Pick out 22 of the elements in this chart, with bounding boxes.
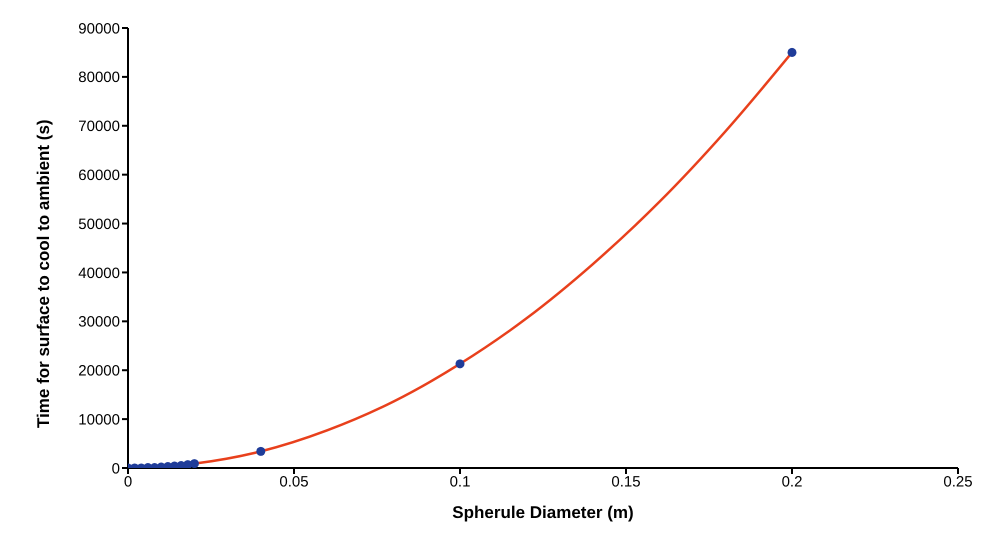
y-tick-label: 30000 [78, 314, 120, 331]
y-tick-label: 90000 [78, 20, 120, 38]
x-tick-label: 0.2 [782, 474, 802, 491]
x-tick-label: 0.25 [943, 474, 973, 491]
y-tick-label: 40000 [78, 264, 120, 282]
point [455, 359, 465, 368]
x-axis-title: Spherule Diameter (m) [452, 503, 634, 522]
point [256, 446, 266, 456]
x-tick-label: 0.15 [611, 474, 641, 491]
y-tick-label: 0 [112, 460, 120, 478]
y-tick-label: 50000 [78, 216, 120, 233]
point [787, 48, 797, 57]
y-tick-label: 70000 [78, 118, 120, 136]
y-axis-title: Time for surface to cool to ambient (s) [34, 119, 54, 428]
y-tick-label: 20000 [78, 362, 120, 380]
y-tick-label: 10000 [78, 411, 120, 428]
x-tick-label: 0.05 [279, 474, 309, 491]
x-tick-label: 0 [124, 474, 132, 491]
y-tick-label: 80000 [78, 69, 120, 86]
point [190, 459, 199, 468]
y-tick-label: 60000 [78, 166, 120, 184]
x-tick-label: 0.1 [450, 474, 470, 491]
